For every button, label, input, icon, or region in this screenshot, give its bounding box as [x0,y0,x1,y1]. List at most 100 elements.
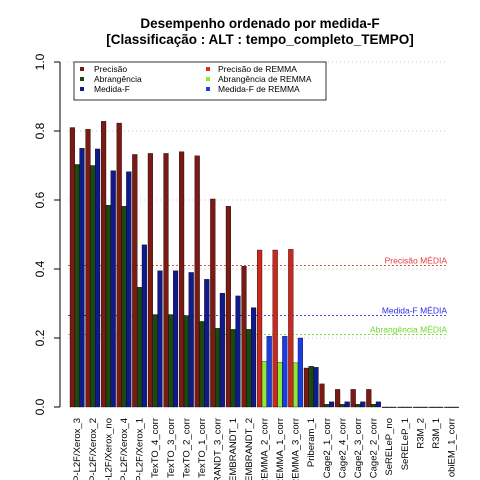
category-label: EMBRANDT_1 [228,418,239,480]
bar-abrang-ncia-20 [386,406,392,408]
bar-abrang-ncia-11 [246,329,252,408]
bar-precis-o-16 [319,383,325,408]
bar-precis-o-9 [210,198,216,408]
bar-precis-o-19 [366,389,372,408]
bar-medida-f-20 [391,406,397,408]
y-tick-label: 1.0 [33,53,47,70]
bar-abrang-ncia-12 [261,361,267,408]
category-label: obiEM_1_corr [447,418,458,477]
bar-abrang-ncia-3 [121,206,127,408]
reference-line-label: Abrangência MÉDIA [370,325,447,335]
bar-medida-f-8 [204,279,210,408]
bar-precis-o-3 [116,122,122,408]
bar-medida-f-15 [313,367,319,408]
category-label: EMBRANDT_3_corr [213,418,224,480]
bars [69,121,459,408]
bar-medida-f-17 [344,401,350,408]
bar-precis-o-1 [85,129,91,408]
bar-medida-f-9 [219,292,225,408]
reference-line-label: Medida-F MÉDIA [382,306,448,316]
category-label: REMMA_3_corr [291,418,302,480]
bar-medida-f-6 [173,270,179,408]
bar-precis-o-12 [257,249,263,408]
bar-medida-f-1 [95,148,101,408]
category-label: TexTO_4_corr [150,418,161,478]
category-label: Cage2_4_corr [337,418,348,478]
bar-abrang-ncia-15 [308,366,314,408]
bar-abrang-ncia-22 [417,406,423,408]
bar-abrang-ncia-1 [90,165,96,408]
bar-medida-f-0 [79,148,85,408]
category-label: Priberam_1 [306,418,317,467]
legend-label: Medida-F [94,84,130,94]
bar-medida-f-5 [157,270,163,408]
chart-title-line2: [Classificação : ALT : tempo_completo_TE… [106,32,414,47]
y-tick-label: 0.6 [33,191,47,208]
chart-title-line1: Desempenho ordenado por medida-F [140,16,379,31]
y-tick-label: 0.0 [33,398,47,415]
bar-precis-o-11 [241,266,247,408]
grid-lines [68,61,448,339]
bar-abrang-ncia-10 [230,329,236,408]
category-label: SeRELeP_1 [400,418,411,470]
bar-medida-f-13 [282,336,288,408]
bar-medida-f-14 [297,337,303,408]
category-label: P-L2F/Xerox_no [103,418,114,480]
category-label: SeRELeP_no [384,418,395,476]
bar-precis-o-4 [132,154,138,408]
category-label: P-L2F/Xerox_4 [119,418,130,480]
bar-medida-f-2 [110,170,116,408]
bar-precis-o-17 [335,389,341,408]
legend-swatch [206,77,210,81]
legend-swatch [206,87,210,91]
bar-precis-o-18 [350,389,356,408]
category-label: Cage2_2_corr [369,418,380,478]
bar-medida-f-11 [251,307,257,408]
legend-label: Medida-F de REMMA [218,84,300,94]
category-label: R3M_1 [431,418,442,449]
bar-precis-o-10 [225,206,231,408]
bar-abrang-ncia-4 [137,287,143,408]
legend-label: Precisão de REMMA [218,64,297,74]
reference-line-label: Precisão MÉDIA [385,256,448,266]
bar-precis-o-7 [179,151,185,408]
bar-medida-f-21 [407,406,413,408]
bar-precis-o-22 [413,406,419,408]
category-label: Cage2_1_corr [322,418,333,478]
bar-medida-f-12 [266,336,272,408]
bar-precis-o-5 [147,153,153,408]
bar-abrang-ncia-8 [199,321,205,408]
bar-abrang-ncia-14 [293,362,299,408]
bar-precis-o-2 [101,121,107,408]
legend-swatch [80,87,84,91]
bar-abrang-ncia-18 [355,404,361,408]
bar-medida-f-19 [375,401,381,408]
legend-swatch [80,67,84,71]
bar-precis-o-21 [397,406,403,408]
category-label: EMBRANDT_2 [244,418,255,480]
bar-medida-f-4 [141,244,147,408]
bar-medida-f-23 [438,406,444,408]
category-label: P-L2F/Xerox_3 [72,418,83,480]
legend-label: Precisão [94,64,127,74]
bar-precis-o-13 [272,249,278,408]
y-tick-label: 0.2 [33,329,47,346]
bar-precis-o-6 [163,153,169,408]
bar-abrang-ncia-13 [277,361,283,408]
category-label: REMMA_1_corr [275,418,286,480]
category-label: TexTO_3_corr [166,418,177,478]
legend-label: Abrangência de REMMA [218,74,312,84]
bar-abrang-ncia-2 [105,205,111,408]
category-label: REMMA_2_corr [259,418,270,480]
legend-box [73,61,327,101]
bar-abrang-ncia-19 [371,404,377,408]
bar-abrang-ncia-7 [183,315,189,408]
bar-precis-o-24 [444,406,450,408]
bar-abrang-ncia-6 [168,314,174,408]
bar-abrang-ncia-9 [215,328,221,408]
bar-medida-f-22 [422,406,428,408]
y-tick-label: 0.4 [33,260,47,277]
bar-medida-f-7 [188,272,194,408]
